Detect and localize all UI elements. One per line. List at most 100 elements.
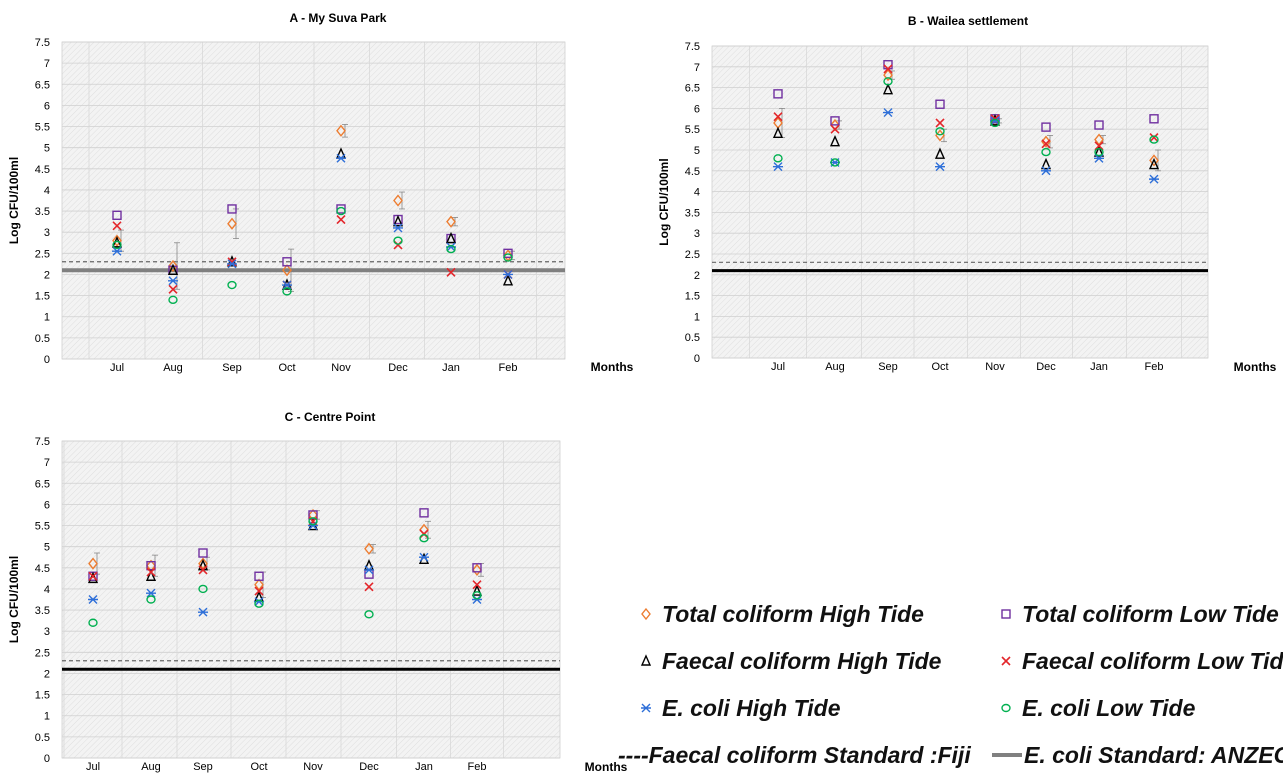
x-tick-label: Oct [931, 361, 948, 373]
data-point-diamond [1094, 133, 1104, 146]
y-tick-label: 1.5 [35, 690, 50, 702]
data-point-square [1094, 120, 1104, 130]
y-tick-label: 3.5 [35, 206, 50, 218]
chart-panel-1: 0 0.5 1 1.5 2 2.5 3 3.5 4 4.5 5 5.5 6 6.5 7 7.5 Jul Aug Se… [657, 14, 1277, 374]
y-tick-label: 5 [44, 542, 50, 554]
data-point-square [1149, 114, 1159, 124]
data-point-circle [364, 610, 374, 619]
data-point-diamond [88, 557, 98, 570]
y-tick-label: 6 [694, 103, 700, 115]
y-tick-label: 3 [694, 228, 700, 240]
data-point-diamond [883, 68, 893, 82]
y-axis-label: Log CFU/100ml [7, 157, 21, 244]
data-point-x [1149, 132, 1159, 143]
data-point-star [503, 269, 513, 279]
data-point-triangle [167, 263, 179, 275]
y-tick-label: 3 [44, 227, 50, 239]
data-point-triangle [392, 214, 404, 227]
x-tick-label: Feb [468, 761, 487, 773]
data-point-circle [503, 253, 513, 262]
legend-label: E. coli High Tide [662, 695, 841, 721]
y-tick-label: 0.5 [35, 333, 50, 345]
data-point-star [472, 595, 482, 604]
data-point-x [830, 124, 840, 134]
data-point-x [419, 529, 429, 539]
y-tick-label: 7.5 [35, 37, 50, 49]
x-tick-label: Oct [278, 362, 295, 374]
y-tick-label: 6.5 [35, 79, 50, 91]
plot-area [62, 441, 560, 758]
data-point-square [1041, 122, 1051, 132]
data-point-triangle [471, 584, 483, 596]
y-tick-label: 0.5 [685, 332, 700, 344]
data-point-square [503, 248, 513, 259]
y-tick-label: 6.5 [685, 83, 700, 95]
data-point-circle [227, 280, 237, 290]
legend-label: E. coli Standard: ANZECC [1024, 742, 1283, 768]
data-point-star [308, 521, 318, 531]
data-point-diamond [393, 194, 403, 207]
data-point-triangle [882, 82, 894, 95]
data-point-star [168, 276, 178, 286]
data-point-circle [146, 595, 156, 604]
data-point-x [472, 580, 482, 590]
y-tick-label: 0 [44, 753, 50, 765]
data-point-triangle [445, 231, 457, 244]
x-axis-label: Months [1234, 360, 1277, 374]
x-tick-label: Aug [825, 361, 845, 373]
data-point-square [198, 548, 208, 558]
x-tick-label: Sep [193, 761, 213, 773]
legend-swatch-star [641, 703, 651, 713]
y-tick-label: 2.5 [35, 647, 50, 659]
chart-panel-0: 0 0.5 1 1.5 2 2.5 3 3.5 4 4.5 5 5.5 6 6.5 7 7.5 Jul Aug Se… [7, 11, 634, 374]
y-tick-label: 2.5 [35, 248, 50, 260]
data-point-star [773, 162, 783, 172]
y-tick-label: 4.5 [685, 166, 700, 178]
data-point-diamond [364, 542, 374, 555]
data-point-diamond [336, 124, 346, 137]
x-axis-label: Months [591, 360, 634, 374]
data-point-star [198, 607, 208, 617]
data-point-circle [88, 618, 98, 627]
data-point-square [282, 257, 292, 267]
x-tick-label: Feb [499, 362, 518, 374]
data-point-circle [472, 591, 482, 600]
y-tick-label: 7 [694, 62, 700, 74]
data-point-square [935, 99, 945, 109]
x-tick-label: Nov [303, 761, 323, 773]
y-tick-label: 4 [694, 187, 700, 199]
data-point-x [112, 221, 122, 231]
data-point-star [227, 259, 237, 269]
data-point-circle [1094, 147, 1104, 157]
plot-frame [61, 41, 566, 360]
data-point-circle [308, 517, 318, 526]
data-point-x [364, 582, 374, 592]
data-point-star [419, 552, 429, 562]
legend-label: ----Faecal coliform Standard :Fiji [618, 742, 971, 768]
data-point-x [773, 112, 783, 122]
y-tick-label: 7.5 [35, 436, 50, 448]
legend-label: Total coliform Low Tide [1022, 601, 1279, 627]
data-point-circle [168, 295, 178, 305]
data-point-square [419, 508, 429, 518]
data-point-x [935, 118, 945, 128]
data-point-x [168, 284, 178, 294]
data-point-circle [282, 287, 292, 296]
data-point-circle [830, 158, 840, 167]
legend-item: ----Faecal coliform Standard :Fiji [618, 742, 971, 768]
data-point-circle [393, 236, 403, 245]
x-tick-label: Jul [86, 761, 100, 773]
data-point-star [336, 153, 346, 163]
legend-label: Faecal coliform High Tide [662, 648, 942, 674]
data-point-diamond [1149, 154, 1159, 167]
x-tick-label: Sep [878, 361, 898, 373]
data-point-x [883, 64, 893, 74]
data-point-star [883, 108, 893, 118]
data-point-circle [419, 534, 429, 543]
y-tick-label: 2.5 [685, 249, 700, 261]
data-point-square [227, 204, 237, 214]
data-point-triangle [1040, 157, 1052, 170]
data-point-diamond [254, 578, 264, 591]
y-tick-label: 5 [694, 145, 700, 157]
legend-label: E. coli Low Tide [1022, 695, 1196, 721]
